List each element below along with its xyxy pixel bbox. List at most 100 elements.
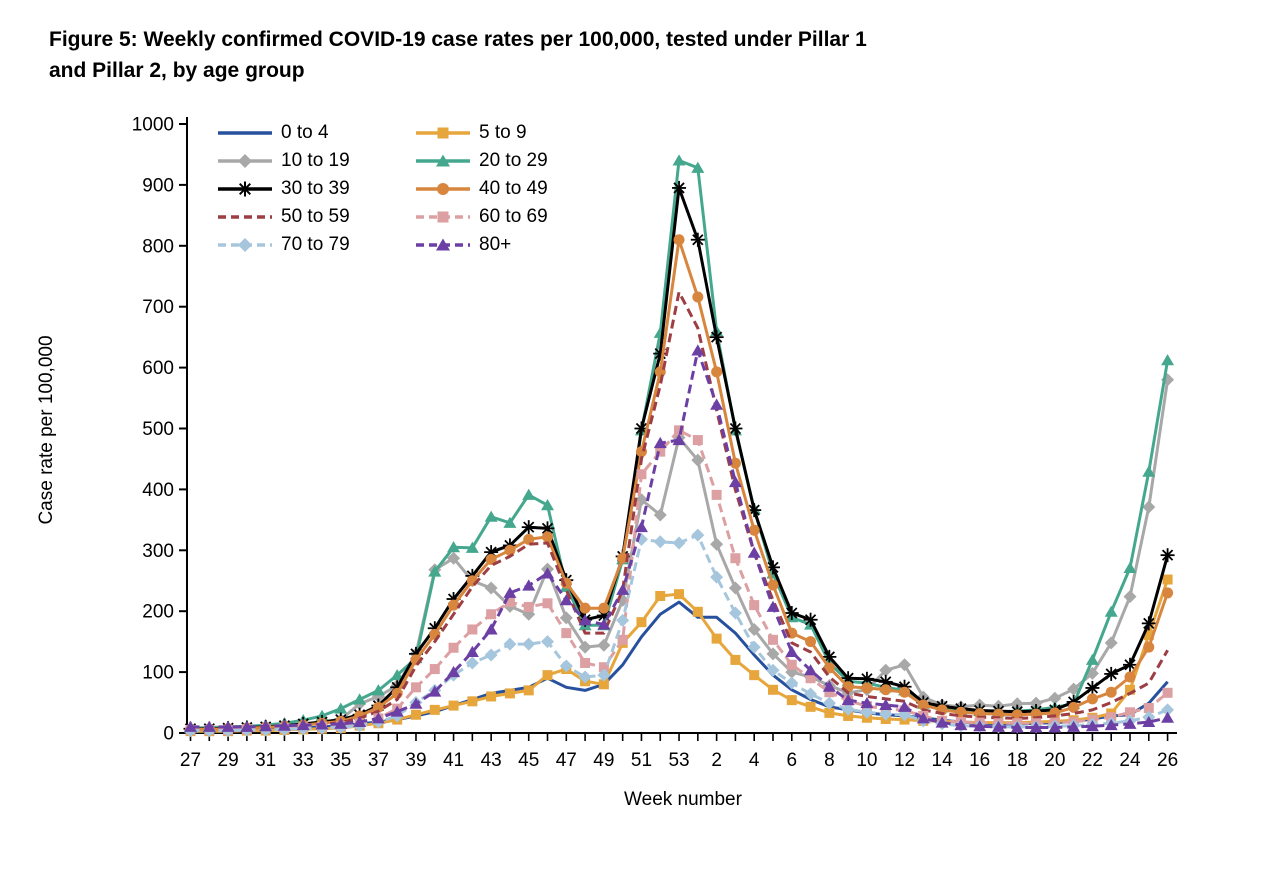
square-marker-icon bbox=[767, 684, 778, 695]
diamond-marker-icon bbox=[465, 656, 479, 670]
square-marker-icon bbox=[1162, 687, 1173, 698]
legend-item-40-to-49: 40 to 49 bbox=[415, 175, 548, 203]
diamond-marker-icon bbox=[1123, 590, 1137, 604]
x-tick-label: 51 bbox=[631, 750, 652, 771]
triangle-marker-icon bbox=[522, 579, 536, 591]
x-tick-label: 22 bbox=[1082, 750, 1103, 771]
square-marker-icon bbox=[448, 700, 459, 711]
square-marker-icon bbox=[1125, 707, 1135, 718]
square-marker-icon bbox=[805, 673, 816, 684]
y-tick-label: 400 bbox=[142, 480, 174, 501]
y-tick-label: 200 bbox=[142, 602, 174, 623]
series-line-30-to-39 bbox=[190, 186, 1170, 731]
diamond-marker-icon bbox=[691, 528, 705, 542]
diamond-marker-icon bbox=[804, 687, 818, 701]
square-marker-icon bbox=[730, 553, 741, 564]
asterisk-marker-icon bbox=[1085, 680, 1100, 695]
asterisk-marker-icon bbox=[784, 606, 799, 621]
triangle-marker-icon bbox=[390, 668, 404, 681]
series-line-50-to-59 bbox=[190, 290, 1169, 731]
triangle-marker-icon bbox=[390, 705, 404, 717]
square-marker-icon bbox=[1162, 574, 1173, 585]
x-tick-label: 10 bbox=[856, 750, 877, 771]
diamond-marker-icon bbox=[1142, 500, 1156, 514]
square-marker-icon bbox=[1143, 703, 1154, 714]
x-tick-label: 4 bbox=[749, 750, 760, 771]
y-tick-label: 300 bbox=[142, 541, 174, 562]
triangle-marker-icon bbox=[916, 712, 930, 724]
triangle-marker-icon bbox=[1123, 561, 1137, 573]
diamond-marker-icon bbox=[1104, 636, 1118, 650]
circle-marker-icon bbox=[899, 686, 911, 698]
triangle-marker-icon bbox=[1085, 653, 1099, 665]
triangle-marker-icon bbox=[691, 344, 705, 356]
square-marker-icon bbox=[692, 435, 703, 446]
x-tick-label: 45 bbox=[518, 750, 539, 771]
x-tick-label: 20 bbox=[1044, 750, 1065, 771]
square-marker-icon bbox=[504, 597, 515, 608]
x-tick-label: 37 bbox=[368, 750, 389, 771]
figure-title: Figure 5: Weekly confirmed COVID-19 case… bbox=[49, 24, 1209, 86]
circle-marker-icon bbox=[917, 699, 929, 711]
legend-swatch-40-to-49-icon bbox=[416, 183, 470, 195]
triangle-marker-icon bbox=[616, 583, 630, 595]
triangle-marker-icon bbox=[1161, 711, 1175, 723]
square-marker-icon bbox=[674, 589, 685, 600]
square-marker-icon bbox=[561, 628, 572, 639]
diamond-marker-icon bbox=[879, 663, 893, 677]
legend-label-10-to-19: 10 to 19 bbox=[281, 150, 350, 171]
triangle-marker-icon bbox=[353, 715, 367, 728]
circle-marker-icon bbox=[1068, 701, 1080, 713]
circle-marker-icon bbox=[579, 602, 591, 614]
x-tick-label: 39 bbox=[405, 750, 426, 771]
asterisk-marker-icon bbox=[728, 421, 743, 436]
legend-label-60-to-69: 60 to 69 bbox=[479, 206, 548, 227]
x-tick-label: 31 bbox=[255, 750, 276, 771]
figure-title-line1: Figure 5: Weekly confirmed COVID-19 case… bbox=[49, 28, 867, 51]
triangle-marker-icon bbox=[691, 161, 705, 173]
x-tick-label: 26 bbox=[1157, 750, 1178, 771]
diamond-marker-icon bbox=[1010, 697, 1024, 711]
x-tick-label: 41 bbox=[443, 750, 464, 771]
diamond-marker-icon bbox=[578, 670, 592, 684]
x-tick-label: 12 bbox=[894, 750, 915, 771]
triangle-marker-icon bbox=[710, 398, 724, 410]
triangle-marker-icon bbox=[747, 546, 761, 558]
asterisk-marker-icon bbox=[521, 520, 536, 535]
triangle-marker-icon bbox=[672, 433, 686, 446]
diamond-marker-icon bbox=[653, 535, 667, 549]
legend-item-60-to-69: 60 to 69 bbox=[415, 203, 548, 231]
triangle-marker-icon bbox=[334, 702, 348, 714]
square-marker-icon bbox=[674, 425, 685, 436]
triangle-marker-icon bbox=[465, 645, 479, 658]
circle-marker-icon bbox=[1105, 686, 1117, 698]
x-axis-title: Week number bbox=[624, 789, 742, 810]
circle-marker-icon bbox=[598, 602, 610, 614]
circle-marker-icon bbox=[861, 682, 873, 694]
square-marker-icon bbox=[636, 617, 647, 628]
triangle-marker-icon bbox=[597, 618, 611, 630]
asterisk-marker-icon bbox=[1160, 548, 1175, 563]
legend-label-80plus: 80+ bbox=[479, 234, 512, 255]
diamond-marker-icon bbox=[879, 707, 893, 721]
diamond-marker-icon bbox=[1029, 696, 1043, 710]
triangle-marker-icon bbox=[860, 696, 874, 709]
x-tick-label: 29 bbox=[218, 750, 239, 771]
y-tick-label: 700 bbox=[142, 297, 174, 318]
legend-label-50-to-59: 50 to 59 bbox=[281, 206, 350, 227]
triangle-marker-icon bbox=[503, 586, 517, 598]
triangle-marker-icon bbox=[785, 645, 799, 658]
triangle-marker-icon bbox=[1085, 720, 1099, 732]
triangle-marker-icon bbox=[315, 718, 329, 730]
legend-label-40-to-49: 40 to 49 bbox=[479, 178, 548, 199]
diamond-marker-icon bbox=[447, 551, 461, 565]
circle-marker-icon bbox=[1143, 641, 1155, 653]
triangle-marker-icon bbox=[935, 716, 949, 728]
square-marker-icon bbox=[617, 634, 628, 645]
circle-marker-icon bbox=[823, 662, 835, 674]
circle-marker-icon bbox=[1162, 587, 1174, 599]
square-marker-icon bbox=[467, 624, 478, 635]
legend-item-30-to-39: 30 to 39 bbox=[217, 175, 415, 203]
x-tick-label: 6 bbox=[786, 750, 797, 771]
